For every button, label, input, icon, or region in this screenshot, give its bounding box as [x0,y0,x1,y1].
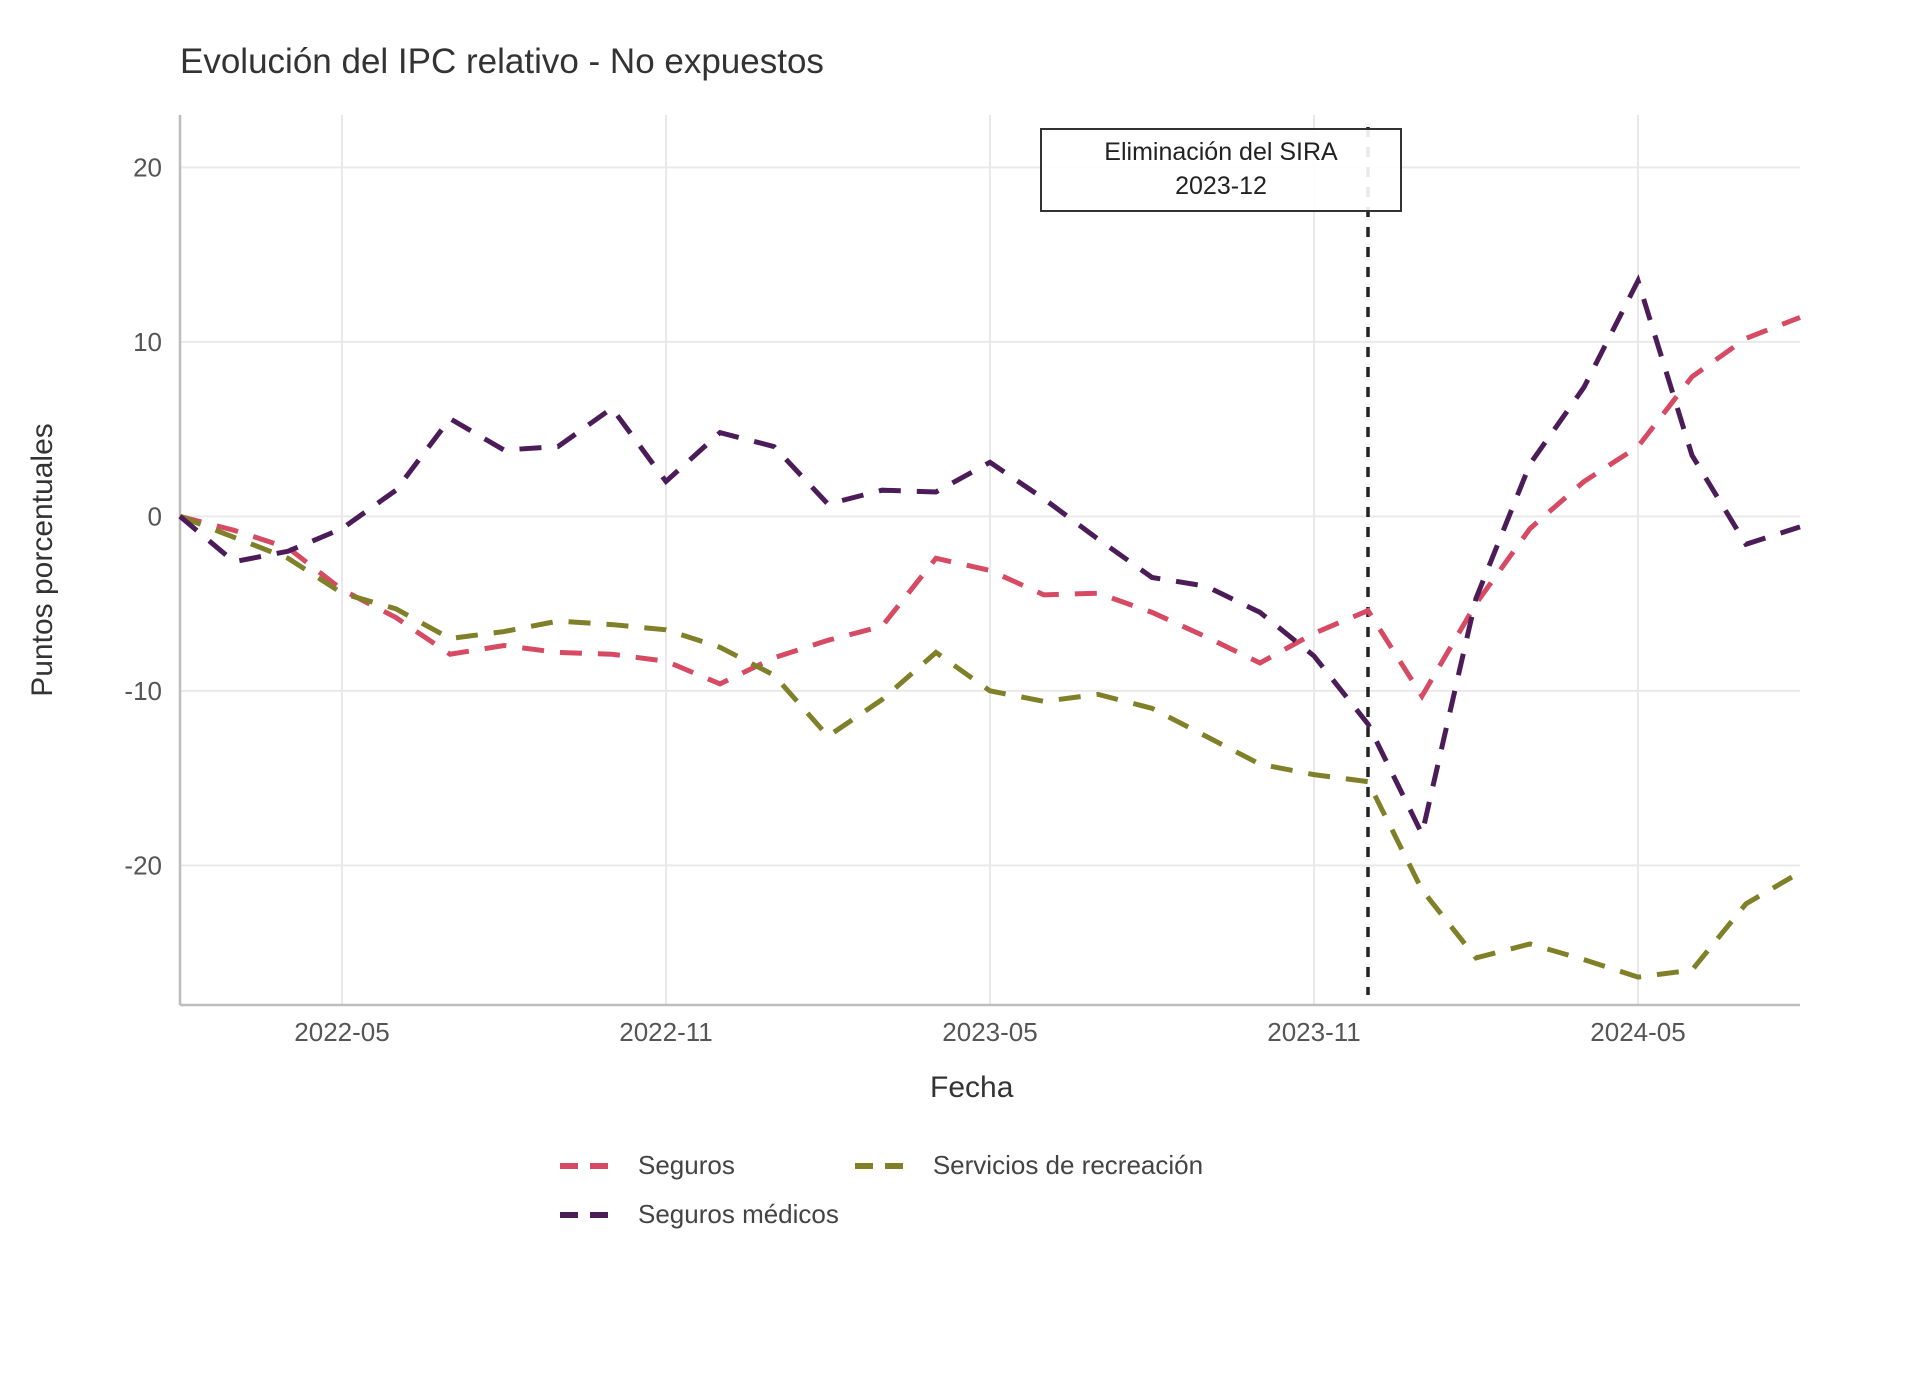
legend-swatch [855,1161,915,1171]
event-annotation: Eliminación del SIRA 2023-12 [1040,128,1402,212]
legend-swatch [560,1161,620,1171]
annotation-line1: Eliminación del SIRA [1056,136,1386,170]
x-tick-label: 2024-05 [1590,1017,1685,1047]
x-tick-label: 2022-11 [619,1017,713,1047]
annotation-line2: 2023-12 [1056,170,1386,204]
y-tick-label: 0 [148,501,162,531]
x-axis-label: Fecha [930,1071,1013,1105]
legend-item: Servicios de recreación [855,1150,1203,1181]
x-tick-label: 2023-11 [1267,1017,1361,1047]
legend: Seguros Servicios de recreación Seguros mé… [560,1150,1560,1230]
legend-label: Seguros médicos [638,1199,839,1230]
legend-label: Servicios de recreación [933,1150,1203,1181]
y-tick-label: -10 [124,676,162,706]
legend-item: Seguros médicos [560,1199,839,1230]
x-tick-label: 2022-05 [294,1017,389,1047]
x-tick-label: 2023-05 [942,1017,1037,1047]
y-axis-label: Puntos porcentuales [26,423,60,697]
y-tick-label: 10 [133,327,162,357]
y-tick-label: 20 [133,152,162,182]
line-chart: Evolución del IPC relativo - No expuesto… [0,0,1920,1378]
legend-item: Seguros [560,1150,735,1181]
legend-swatch [560,1210,620,1220]
y-tick-label: -20 [124,850,162,880]
legend-label: Seguros [638,1150,735,1181]
